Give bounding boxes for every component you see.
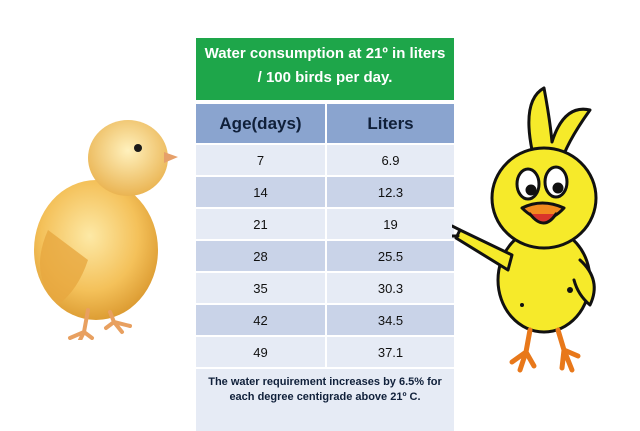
table-header-row: Age(days) Liters xyxy=(196,104,454,143)
age-cell: 14 xyxy=(196,175,327,207)
age-cell: 42 xyxy=(196,303,327,335)
age-cell: 7 xyxy=(196,143,327,175)
liters-cell: 12.3 xyxy=(327,175,454,207)
table-title: Water consumption at 21º in liters / 100… xyxy=(196,38,454,100)
water-table-panel: Water consumption at 21º in liters / 100… xyxy=(196,38,454,431)
age-cell: 21 xyxy=(196,207,327,239)
liters-cell: 25.5 xyxy=(327,239,454,271)
age-cell: 49 xyxy=(196,335,327,367)
liters-cell: 6.9 xyxy=(327,143,454,175)
table-row: 35 30.3 xyxy=(196,271,454,303)
table-row: 14 12.3 xyxy=(196,175,454,207)
table-row: 49 37.1 xyxy=(196,335,454,367)
water-consumption-table: Age(days) Liters 7 6.9 14 12.3 21 19 xyxy=(196,104,454,367)
age-header: Age(days) xyxy=(196,104,327,143)
table-row: 21 19 xyxy=(196,207,454,239)
liters-header: Liters xyxy=(327,104,454,143)
cartoon-chick-illustration xyxy=(452,86,598,373)
liters-cell: 30.3 xyxy=(327,271,454,303)
table-row: 7 6.9 xyxy=(196,143,454,175)
table-row: 42 34.5 xyxy=(196,303,454,335)
liters-cell: 34.5 xyxy=(327,303,454,335)
age-cell: 28 xyxy=(196,239,327,271)
liters-cell: 37.1 xyxy=(327,335,454,367)
age-cell: 35 xyxy=(196,271,327,303)
liters-cell: 19 xyxy=(327,207,454,239)
water-requirement-note: The water requirement increases by 6.5% … xyxy=(196,369,454,431)
chick-photo xyxy=(34,120,178,340)
table-row: 28 25.5 xyxy=(196,239,454,271)
